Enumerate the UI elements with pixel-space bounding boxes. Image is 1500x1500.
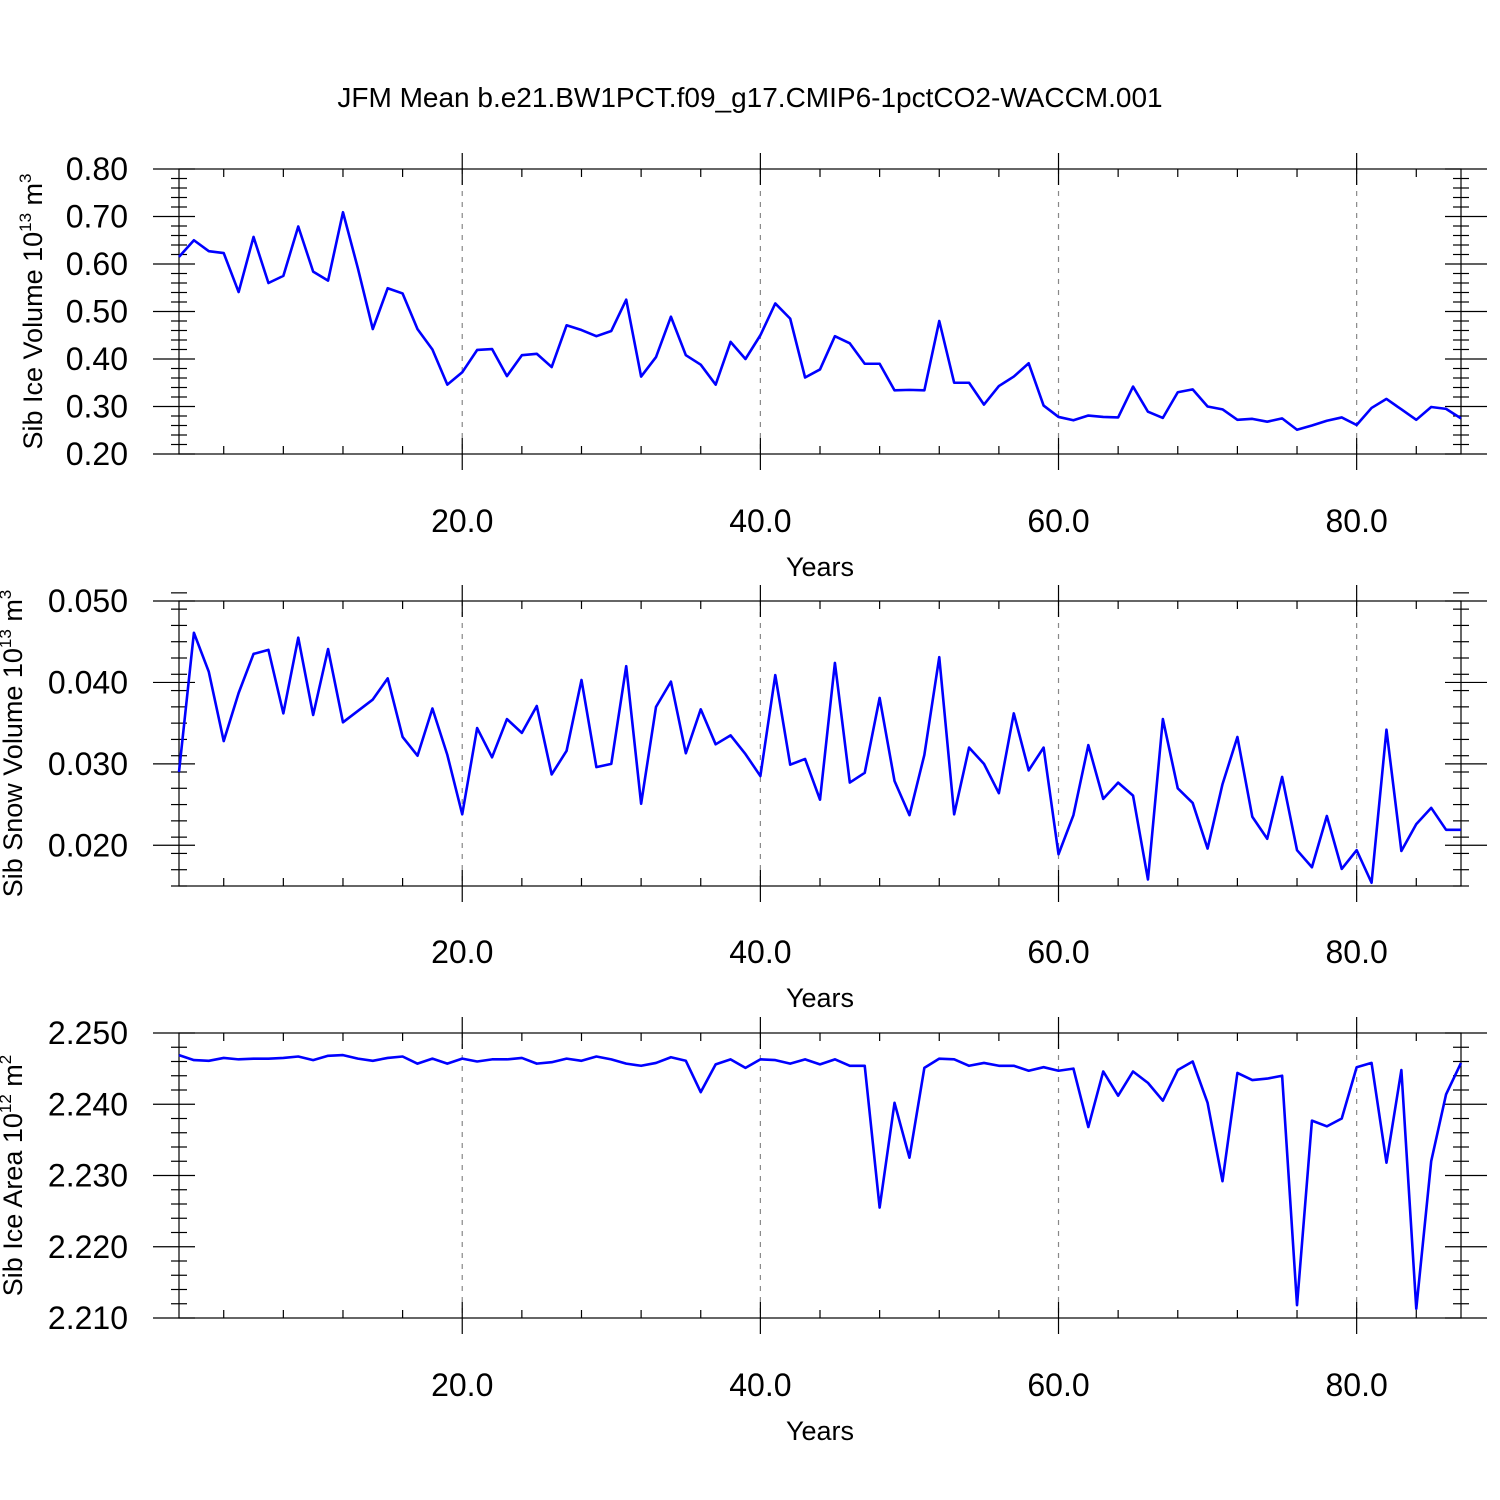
- y-tick-label: 2.220: [48, 1229, 128, 1265]
- y-tick-label: 0.20: [66, 436, 128, 472]
- y-axis-title-exponent: 13: [0, 629, 15, 648]
- y-tick-label: 0.30: [66, 389, 128, 425]
- y-axis-title-text: Sib Snow Volume 10: [0, 648, 28, 897]
- y-axis-title-unit: m: [0, 1064, 28, 1094]
- x-tick-label: 40.0: [729, 934, 791, 970]
- y-tick-label: 0.040: [48, 664, 128, 700]
- y-axis-title-unit: m: [0, 599, 28, 629]
- y-tick-label: 0.70: [66, 199, 128, 235]
- y-tick-label: 0.40: [66, 341, 128, 377]
- y-tick-label: 0.030: [48, 746, 128, 782]
- x-axis-title: Years: [786, 1416, 854, 1446]
- y-axis-title-unit-exponent: 2: [0, 1055, 15, 1064]
- y-tick-label: 0.80: [66, 151, 128, 187]
- y-axis-title-text: Sib Ice Area 10: [0, 1113, 28, 1296]
- series-line: [178, 210, 1462, 432]
- x-tick-label: 80.0: [1326, 503, 1388, 539]
- y-tick-label: 0.50: [66, 294, 128, 330]
- x-tick-label: 40.0: [729, 503, 791, 539]
- y-axis-title-exponent: 13: [16, 213, 35, 232]
- snow-volume-panel: 20.0 40.0 60.0 80.0 0.020 0.030 0.040 0.050 Year…: [0, 583, 1487, 1013]
- y-axis-title: Sib Ice Volume 1013 m3: [16, 173, 48, 449]
- x-tick-label: 60.0: [1027, 503, 1089, 539]
- x-tick-label: 20.0: [431, 1367, 493, 1403]
- y-axis-title-unit-exponent: 3: [16, 173, 35, 182]
- plot-frame: [178, 168, 1462, 455]
- y-tick-label: 0.60: [66, 246, 128, 282]
- x-tick-label: 40.0: [729, 1367, 791, 1403]
- y-axis-title-text: Sib Ice Volume 10: [18, 232, 48, 450]
- y-tick-label: 2.250: [48, 1015, 128, 1051]
- x-tick-label: 20.0: [431, 934, 493, 970]
- y-axis-title-unit-exponent: 3: [0, 590, 15, 599]
- y-axis-title: Sib Ice Area 1012 m2: [0, 1055, 28, 1297]
- x-tick-label: 60.0: [1027, 1367, 1089, 1403]
- series-line: [178, 1053, 1463, 1311]
- y-axis-title-exponent: 12: [0, 1094, 15, 1113]
- x-tick-label: 60.0: [1027, 934, 1089, 970]
- x-tick-label: 80.0: [1326, 1367, 1388, 1403]
- y-tick-label: 2.240: [48, 1086, 128, 1122]
- ice-volume-panel: 20.0 40.0 60.0 80.0 0.20 0.30 0.40 0.50 0.60 0.70…: [16, 151, 1487, 582]
- series-line: [177, 631, 1461, 885]
- y-tick-label: 2.230: [48, 1158, 128, 1194]
- plot-frame: [178, 1032, 1462, 1319]
- x-axis-title: Years: [786, 983, 854, 1013]
- x-tick-label: 80.0: [1326, 934, 1388, 970]
- y-axis-title: Sib Snow Volume 1013 m3: [0, 590, 28, 898]
- x-axis-title: Years: [786, 552, 854, 582]
- x-tick-label: 20.0: [431, 503, 493, 539]
- y-tick-label: 0.050: [48, 583, 128, 619]
- y-tick-label: 2.210: [48, 1300, 128, 1336]
- ice-area-panel: 20.0 40.0 60.0 80.0 2.210 2.220 2.230 2.240 2.25…: [0, 1015, 1487, 1446]
- y-tick-label: 0.020: [48, 827, 128, 863]
- plot-frame: [178, 600, 1462, 887]
- y-axis-title-unit: m: [18, 183, 48, 213]
- figure-title: JFM Mean b.e21.BW1PCT.f09_g17.CMIP6-1pct…: [337, 82, 1162, 113]
